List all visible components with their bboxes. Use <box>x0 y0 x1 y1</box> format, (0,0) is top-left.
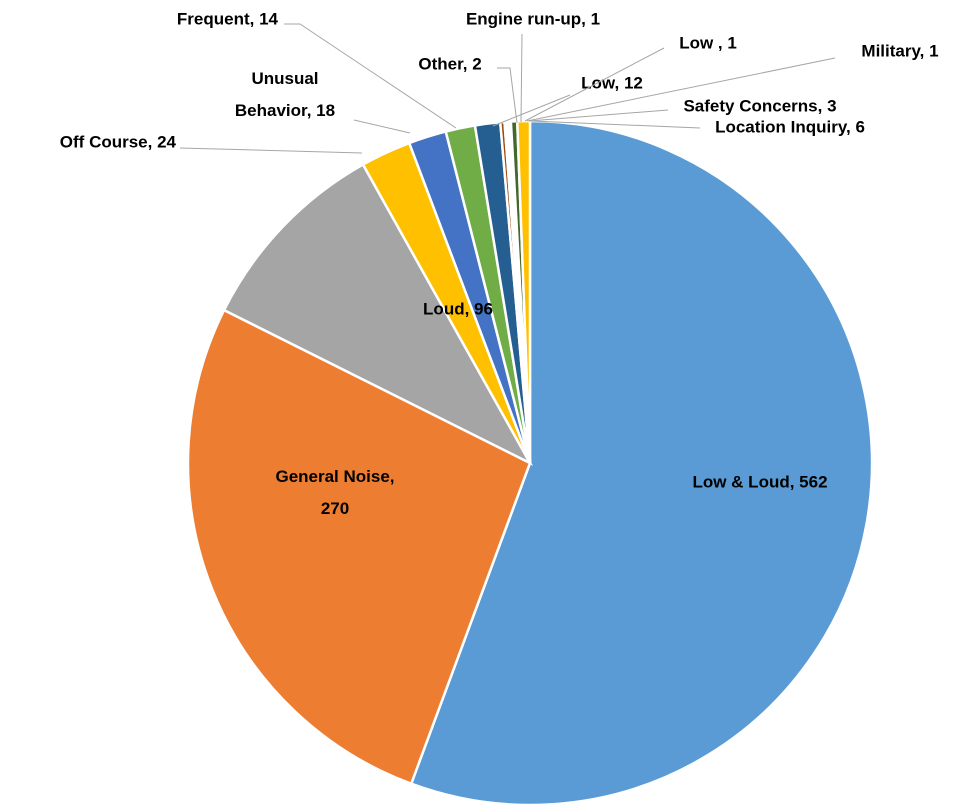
leader-line <box>524 47 665 122</box>
leader-line <box>492 94 571 127</box>
data-label: Safety Concerns, 3 <box>683 96 836 115</box>
data-label: Frequent, 14 <box>177 9 279 28</box>
leader-line <box>530 120 701 129</box>
data-label: Low, 12 <box>581 73 643 92</box>
data-label: Loud, 96 <box>423 299 493 318</box>
leader-line <box>528 109 669 122</box>
leader-line <box>179 147 363 154</box>
label-line: 270 <box>321 499 349 518</box>
pie-slice <box>186 308 532 786</box>
data-label: Engine run-up, 1 <box>466 9 600 28</box>
leader-line <box>353 119 411 134</box>
data-label: Low & Loud, 562 <box>692 472 827 491</box>
leader-line <box>497 67 518 124</box>
pie-slice <box>409 119 874 805</box>
leader-line <box>526 57 836 122</box>
data-label: Location Inquiry, 6 <box>715 117 865 136</box>
data-label: Other, 2 <box>418 54 481 73</box>
label-line: Unusual <box>251 69 318 88</box>
data-label: Low , 1 <box>679 33 737 52</box>
data-label: Off Course, 24 <box>60 132 177 151</box>
label-line: Behavior, 18 <box>235 101 335 120</box>
label-line: General Noise, <box>275 467 394 486</box>
data-label: Unusual Behavior, 18 <box>235 69 335 120</box>
pie-slice <box>222 162 534 466</box>
data-label: General Noise, 270 <box>275 467 394 518</box>
leader-line <box>520 33 523 123</box>
leader-line <box>284 23 457 129</box>
data-label: Military, 1 <box>861 41 938 60</box>
